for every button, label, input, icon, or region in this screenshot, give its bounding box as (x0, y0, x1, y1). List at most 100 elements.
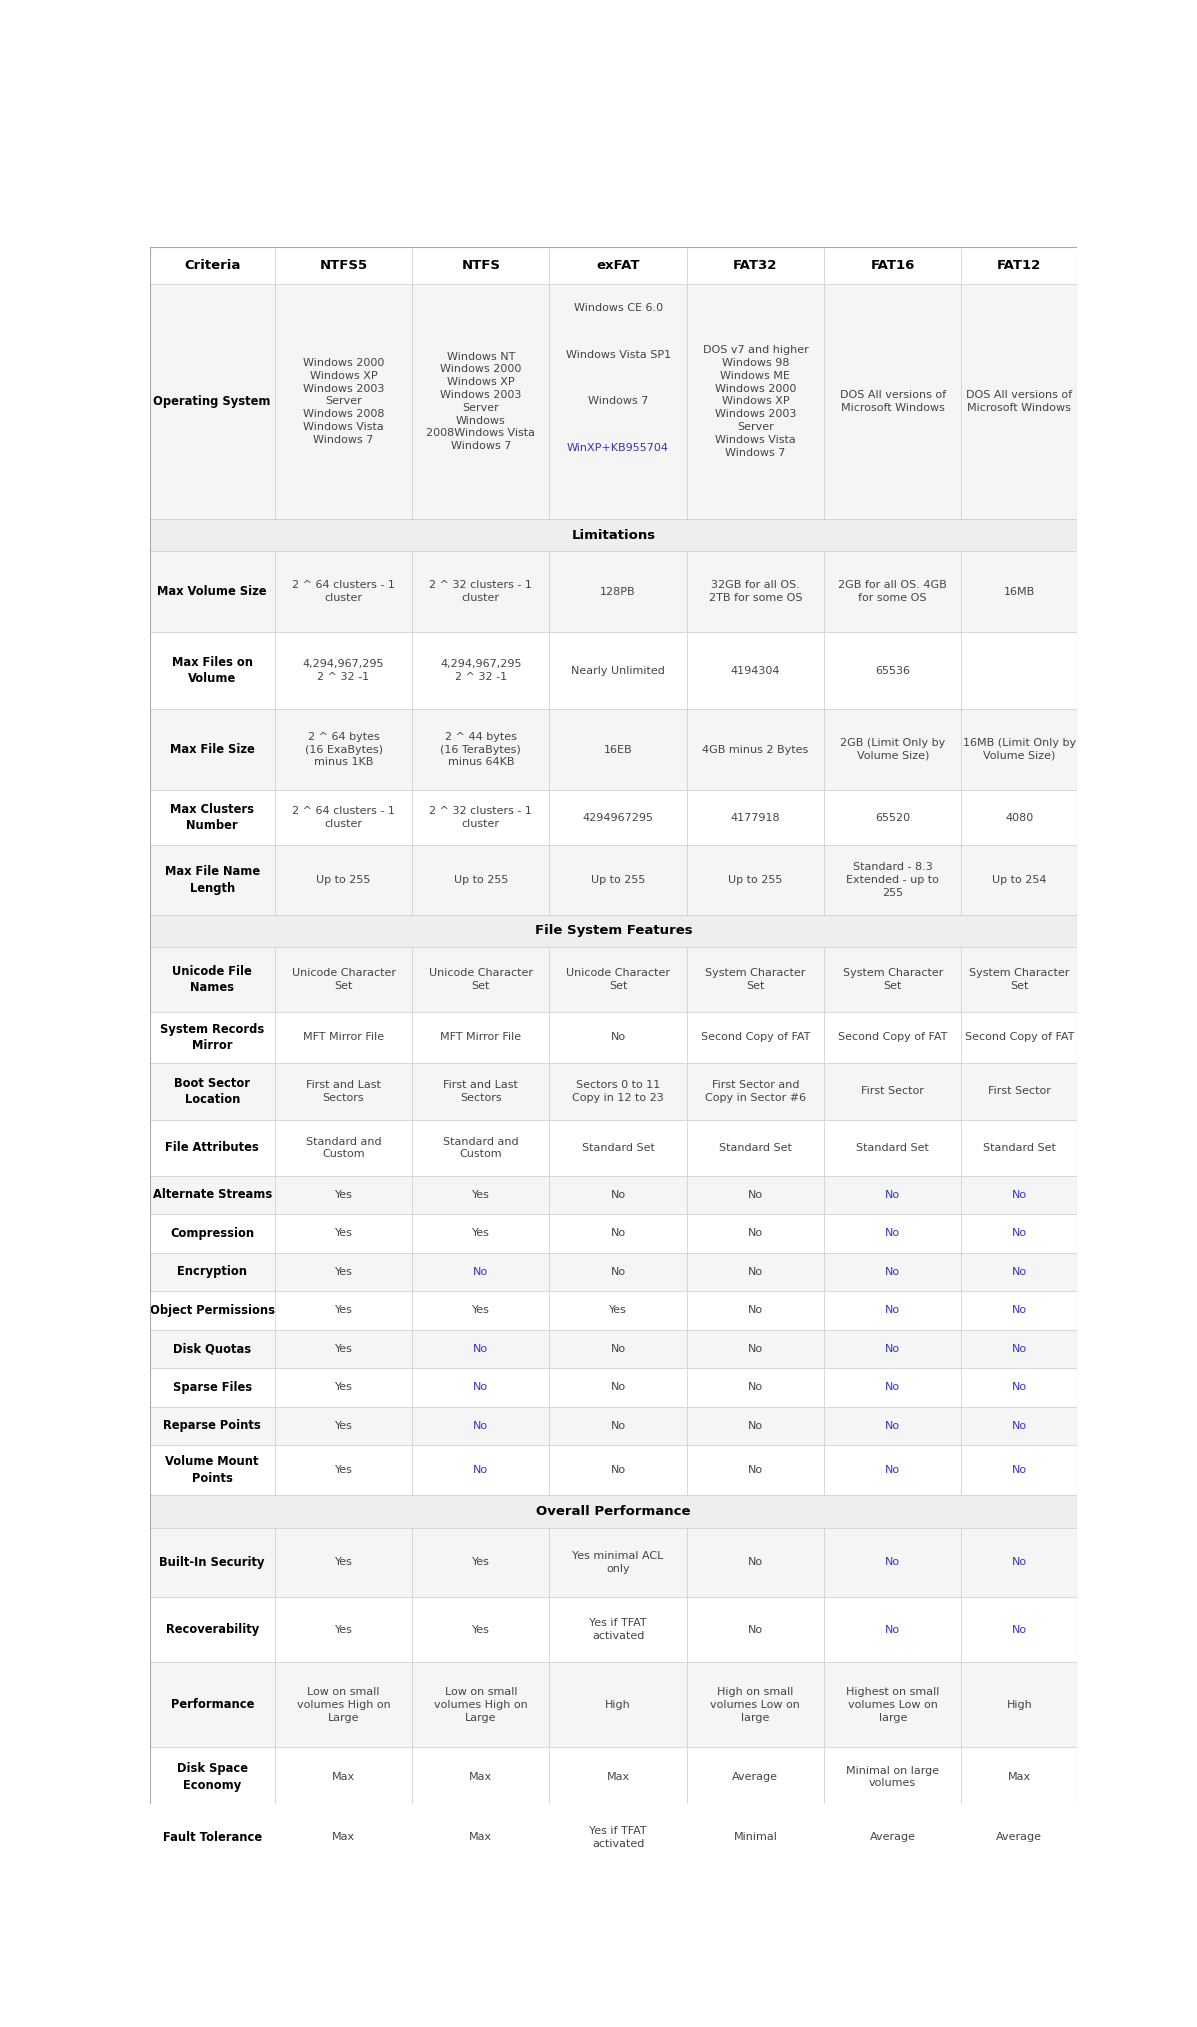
Text: Up to 255: Up to 255 (316, 876, 371, 886)
Bar (549, 1597, 687, 1662)
Bar (150, 247, 275, 284)
Text: Max Files on
Volume: Max Files on Volume (171, 657, 253, 685)
Bar (275, 1176, 412, 1214)
Bar (275, 1368, 412, 1407)
Text: No: No (748, 1557, 762, 1567)
Text: First Sector: First Sector (988, 1086, 1051, 1097)
Text: No: No (885, 1228, 900, 1238)
Bar (150, 1597, 275, 1662)
Text: 2 ^ 64 clusters - 1
cluster: 2 ^ 64 clusters - 1 cluster (292, 580, 395, 604)
Text: Second Copy of FAT: Second Copy of FAT (838, 1032, 947, 1042)
Bar (824, 1597, 961, 1662)
Bar (687, 1368, 824, 1407)
Bar (150, 1496, 1077, 1528)
Bar (150, 1808, 275, 1867)
Text: Windows 7: Windows 7 (588, 397, 649, 407)
Text: Yes: Yes (335, 1421, 352, 1431)
Text: First Sector and
Copy in Sector #6: First Sector and Copy in Sector #6 (705, 1080, 806, 1103)
Text: No: No (1011, 1305, 1027, 1316)
Text: Standard Set: Standard Set (582, 1143, 655, 1153)
Text: DOS v7 and higher
Windows 98
Windows ME
Windows 2000
Windows XP
Windows 2003
Ser: DOS v7 and higher Windows 98 Windows ME … (703, 345, 808, 458)
Bar (275, 1445, 412, 1496)
Bar (961, 284, 1077, 519)
Text: 2 ^ 32 clusters - 1
cluster: 2 ^ 32 clusters - 1 cluster (430, 580, 533, 604)
Text: 2GB (Limit Only by
Volume Size): 2GB (Limit Only by Volume Size) (840, 738, 946, 760)
Text: Max File Name
Length: Max File Name Length (165, 866, 260, 894)
Text: Unicode File
Names: Unicode File Names (172, 965, 253, 995)
Text: No: No (1011, 1466, 1027, 1476)
Bar (961, 632, 1077, 709)
Text: Up to 255: Up to 255 (728, 876, 783, 886)
Bar (275, 1011, 412, 1062)
Text: Unicode Character
Set: Unicode Character Set (292, 969, 395, 991)
Bar (961, 1011, 1077, 1062)
Bar (687, 1176, 824, 1214)
Text: FAT12: FAT12 (997, 259, 1041, 272)
Text: Max File Size: Max File Size (170, 744, 255, 756)
Bar (412, 284, 549, 519)
Text: Yes: Yes (472, 1190, 490, 1200)
Bar (961, 1407, 1077, 1445)
Bar (549, 1121, 687, 1176)
Bar (150, 632, 275, 709)
Bar (549, 709, 687, 791)
Text: Windows 2000
Windows XP
Windows 2003
Server
Windows 2008
Windows Vista
Windows 7: Windows 2000 Windows XP Windows 2003 Ser… (303, 359, 384, 444)
Bar (412, 1291, 549, 1330)
Text: Max: Max (1008, 1772, 1031, 1782)
Bar (824, 1176, 961, 1214)
Text: Yes: Yes (335, 1190, 352, 1200)
Bar (412, 1176, 549, 1214)
Bar (275, 1062, 412, 1121)
Bar (824, 1445, 961, 1496)
Text: 16EB: 16EB (603, 744, 632, 754)
Bar (824, 551, 961, 632)
Text: No: No (885, 1382, 900, 1393)
Text: First and Last
Sectors: First and Last Sectors (306, 1080, 381, 1103)
Bar (687, 1445, 824, 1496)
Text: FAT32: FAT32 (734, 259, 778, 272)
Bar (687, 1121, 824, 1176)
Text: Yes if TFAT
activated: Yes if TFAT activated (589, 1826, 646, 1849)
Text: Max: Max (332, 1772, 356, 1782)
Text: No: No (748, 1421, 762, 1431)
Text: 4,294,967,295
2 ^ 32 -1: 4,294,967,295 2 ^ 32 -1 (303, 659, 384, 681)
Text: No: No (748, 1190, 762, 1200)
Text: No: No (610, 1421, 626, 1431)
Bar (687, 284, 824, 519)
Bar (150, 1528, 275, 1597)
Bar (275, 551, 412, 632)
Text: 16MB: 16MB (1004, 586, 1035, 596)
Text: 2 ^ 64 clusters - 1
cluster: 2 ^ 64 clusters - 1 cluster (292, 807, 395, 829)
Text: No: No (748, 1382, 762, 1393)
Bar (412, 1528, 549, 1597)
Bar (824, 1528, 961, 1597)
Text: Second Copy of FAT: Second Copy of FAT (965, 1032, 1074, 1042)
Bar (150, 551, 275, 632)
Bar (687, 1253, 824, 1291)
Bar (687, 709, 824, 791)
Bar (150, 1062, 275, 1121)
Text: NTFS: NTFS (461, 259, 500, 272)
Bar (275, 1597, 412, 1662)
Bar (412, 1662, 549, 1747)
Bar (549, 845, 687, 914)
Text: System Character
Set: System Character Set (843, 969, 943, 991)
Bar (961, 1253, 1077, 1291)
Text: Max Volume Size: Max Volume Size (158, 586, 267, 598)
Text: 32GB for all OS.
2TB for some OS: 32GB for all OS. 2TB for some OS (709, 580, 802, 604)
Text: 4177918: 4177918 (730, 813, 780, 823)
Text: Reparse Points: Reparse Points (163, 1419, 261, 1433)
Bar (687, 947, 824, 1011)
Text: Disk Space
Economy: Disk Space Economy (177, 1761, 248, 1792)
Bar (824, 791, 961, 845)
Bar (687, 1062, 824, 1121)
Text: Up to 254: Up to 254 (992, 876, 1046, 886)
Bar (275, 1253, 412, 1291)
Bar (412, 1011, 549, 1062)
Text: 4194304: 4194304 (730, 665, 780, 675)
Text: Yes: Yes (472, 1624, 490, 1634)
Bar (150, 947, 275, 1011)
Bar (275, 1121, 412, 1176)
Text: Yes: Yes (335, 1557, 352, 1567)
Bar (687, 1011, 824, 1062)
